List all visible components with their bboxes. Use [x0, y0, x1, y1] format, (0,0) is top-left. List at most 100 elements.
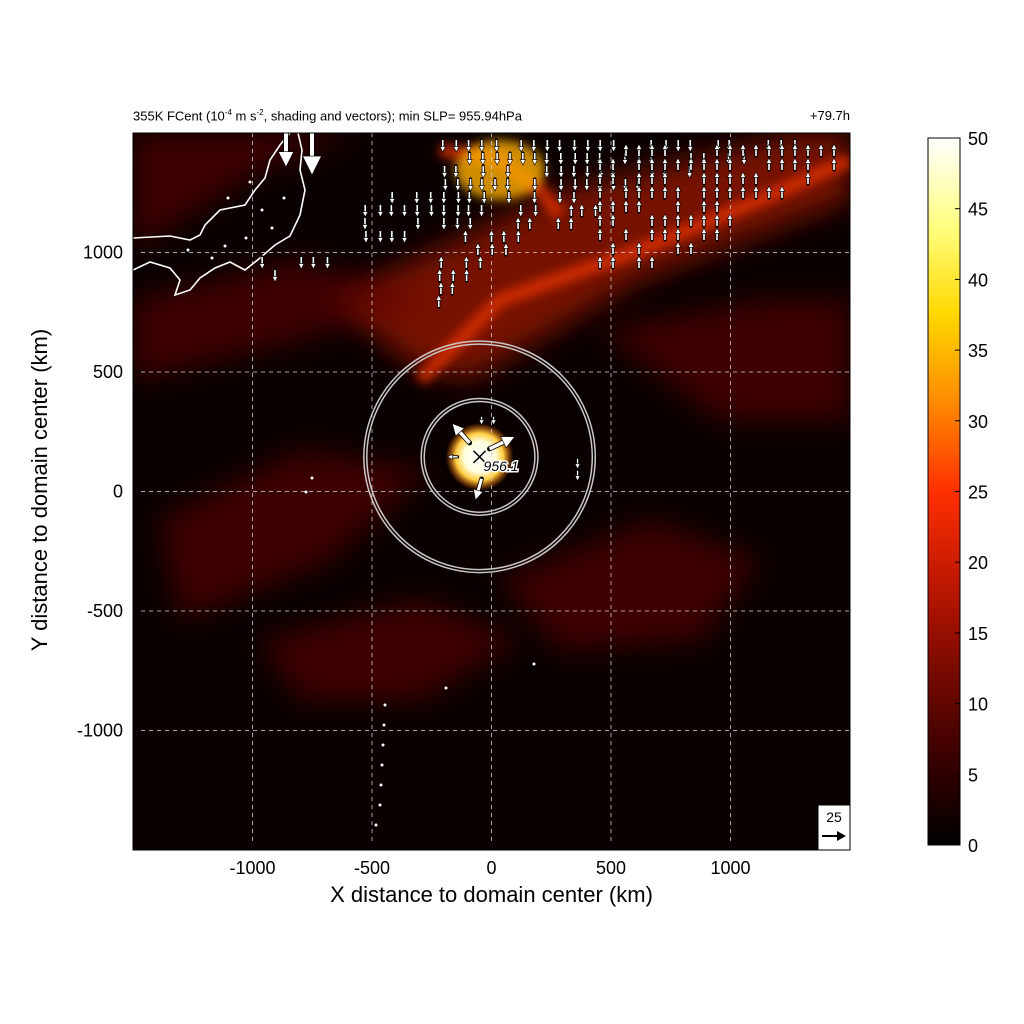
colorbar-tick-label: 10: [968, 695, 988, 715]
vector-arrow: [466, 151, 473, 166]
vector-arrow: [414, 216, 422, 231]
vector-arrow: [622, 185, 630, 200]
vector-arrow: [635, 199, 643, 214]
vector-arrow: [609, 213, 617, 228]
island-dot: [282, 196, 286, 200]
vector-arrow: [610, 138, 617, 153]
vector-arrow: [555, 216, 562, 231]
island-dot: [382, 723, 386, 727]
vector-arrow: [713, 143, 721, 158]
vector-arrow: [830, 157, 838, 172]
island-dot: [380, 763, 384, 767]
plot-area: 956.1: [133, 133, 850, 850]
vector-arrow: [661, 171, 669, 186]
island-dot: [248, 180, 252, 184]
vector-arrow: [568, 203, 575, 218]
center-pressure-label: 956.1: [484, 458, 519, 474]
vector-arrow: [490, 415, 497, 426]
island-dot: [383, 703, 387, 707]
vector-arrow: [700, 185, 708, 200]
vector-arrow: [752, 143, 760, 158]
vector-arrow: [713, 199, 721, 214]
vector-arrow: [648, 255, 656, 270]
vector-arrow: [571, 138, 578, 153]
vector-arrow: [700, 171, 708, 186]
colorbar-ticks: 0 5 10 15 20 25 30 35 40 45 50: [955, 129, 988, 856]
vector-arrow: [622, 199, 630, 214]
vector-arrow: [401, 229, 408, 244]
vector-arrow: [648, 171, 656, 186]
vector-arrow: [752, 185, 760, 200]
vector-arrow: [726, 213, 734, 228]
colorbar-tick-label: 40: [968, 270, 988, 290]
vector-arrow: [578, 203, 585, 218]
vector-arrow: [515, 229, 522, 244]
island-dot: [244, 236, 248, 240]
vector-arrow: [648, 227, 656, 242]
vector-arrow: [648, 143, 656, 158]
vector-arrow: [622, 227, 630, 242]
vector-arrow: [700, 199, 708, 214]
vector-arrow: [556, 138, 563, 153]
vector-arrow: [713, 213, 721, 228]
colorbar-tick-label: 0: [968, 836, 978, 856]
shading-region: [133, 133, 360, 250]
vector-arrow: [486, 436, 516, 452]
vector-arrow: [488, 242, 496, 257]
vector-arrow: [440, 216, 448, 231]
vector-arrow: [388, 190, 396, 205]
vector-arrow: [453, 138, 460, 153]
vector-arrow: [530, 138, 538, 153]
radius-ring: [420, 397, 539, 516]
reference-vector-head: [837, 831, 846, 841]
vector-arrow: [557, 151, 565, 166]
vector-arrow: [493, 138, 500, 153]
vector-arrow: [726, 143, 734, 158]
vector-arrow: [804, 157, 812, 172]
vector-arrow: [574, 469, 581, 482]
vector-arrow: [532, 203, 539, 218]
vector-arrow: [452, 164, 460, 179]
vector-arrow: [437, 281, 445, 296]
vector-arrow: [488, 229, 495, 244]
colorbar-tick-label: 20: [968, 553, 988, 573]
vector-arrow: [700, 213, 708, 228]
y-tick-label: 1000: [83, 243, 123, 263]
vector-arrow: [479, 151, 487, 166]
vector-arrow: [454, 216, 461, 231]
vector-arrow: [504, 177, 511, 192]
vector-arrow: [517, 203, 524, 218]
storm-center: 956.1: [473, 450, 520, 475]
y-tick-label: -1000: [77, 721, 123, 741]
vector-arrow: [661, 185, 669, 200]
vector-arrow: [596, 213, 604, 228]
vector-arrow: [478, 415, 485, 426]
vector-arrow: [713, 171, 721, 186]
vector-arrow: [830, 143, 838, 158]
vector-arrow: [804, 143, 812, 158]
y-axis-label: Y distance to domain center (km): [27, 328, 52, 652]
vector-arrow: [765, 185, 773, 200]
vector-arrow: [739, 171, 747, 186]
vector-arrow: [674, 157, 682, 172]
vector-arrow: [752, 171, 760, 186]
vector-arrow: [635, 185, 643, 200]
vector-arrow: [648, 157, 656, 172]
island-dot: [260, 208, 264, 212]
vector-arrow: [518, 138, 525, 153]
shading-region: [500, 520, 760, 650]
island-dot: [381, 743, 385, 747]
vector-arrow: [596, 255, 604, 270]
forecast-time: +79.7h: [809, 108, 850, 123]
vector-arrow: [570, 190, 578, 205]
vector-arrow: [726, 171, 734, 186]
vector-arrow: [778, 143, 786, 158]
colorbar-gradient: [927, 137, 961, 846]
vector-arrow: [277, 133, 295, 168]
vector-arrow: [778, 185, 786, 200]
vector-arrow: [427, 190, 434, 205]
island-dot: [374, 823, 378, 827]
island-dot: [379, 783, 383, 787]
shading-region: [330, 133, 850, 380]
vector-arrow: [622, 143, 630, 158]
